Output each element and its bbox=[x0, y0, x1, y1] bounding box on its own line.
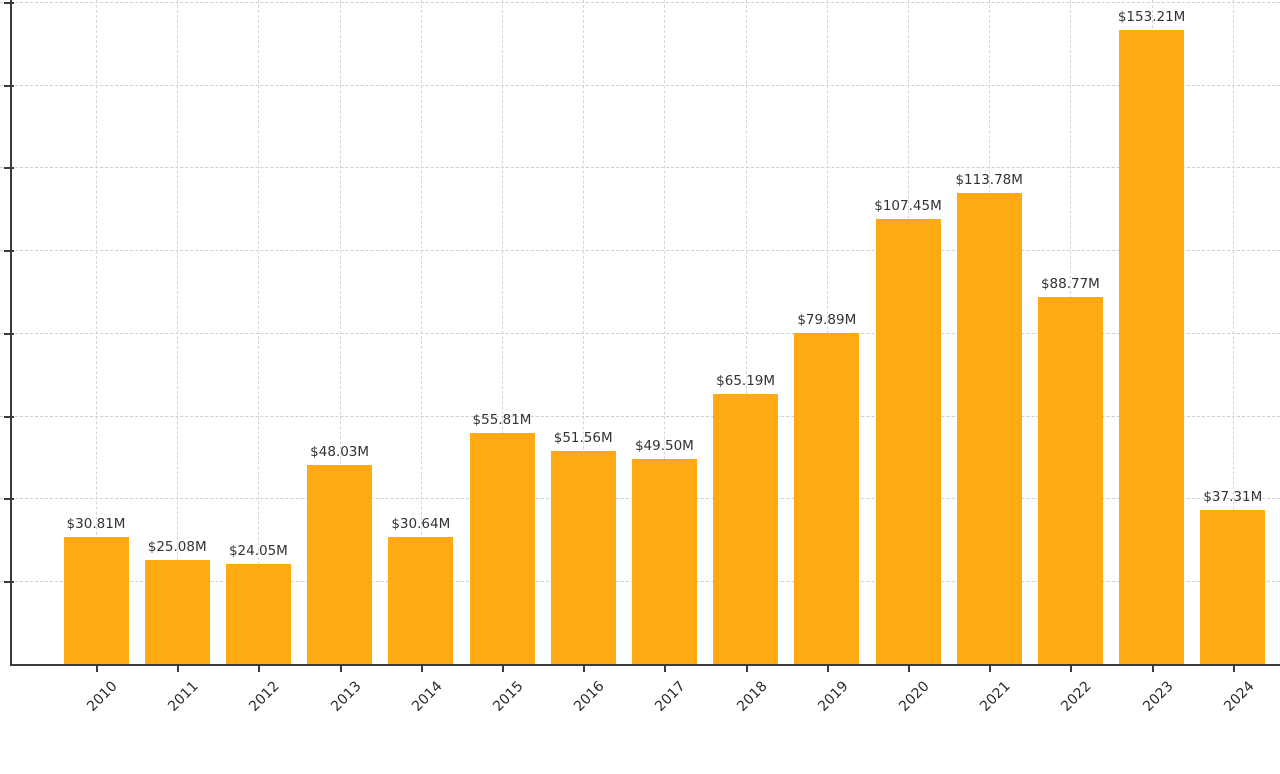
vertical-gridline bbox=[96, 0, 97, 665]
bar-value-label: $51.56M bbox=[553, 429, 613, 446]
x-axis-tick bbox=[1070, 664, 1073, 672]
horizontal-gridline bbox=[0, 1, 1280, 3]
x-axis-tick bbox=[420, 664, 423, 672]
x-axis-tick-label: 2020 bbox=[896, 678, 933, 715]
bar[interactable] bbox=[1200, 509, 1266, 664]
bar[interactable] bbox=[307, 465, 373, 664]
x-axis-tick bbox=[96, 664, 98, 672]
bar[interactable] bbox=[63, 536, 129, 664]
x-axis-tick bbox=[664, 664, 667, 672]
bar-value-label: $24.05M bbox=[228, 543, 288, 560]
x-axis-tick bbox=[502, 664, 504, 672]
bar-value-label: $30.64M bbox=[391, 516, 451, 533]
horizontal-gridline bbox=[0, 250, 1280, 252]
vertical-gridline bbox=[339, 0, 341, 665]
x-axis-tick-label: 2023 bbox=[1139, 678, 1177, 715]
horizontal-gridline bbox=[0, 332, 1280, 334]
bar-value-label: $79.89M bbox=[797, 312, 857, 329]
bar[interactable] bbox=[713, 394, 779, 664]
x-axis-tick-label: 2017 bbox=[652, 678, 689, 715]
vertical-gridline bbox=[826, 0, 828, 665]
bar[interactable] bbox=[225, 564, 291, 664]
y-axis-tick bbox=[4, 332, 14, 335]
x-axis-tick-label: 2010 bbox=[84, 678, 121, 715]
plot-area bbox=[0, 0, 1280, 665]
vertical-gridline bbox=[258, 0, 260, 665]
x-axis-tick-label: 2021 bbox=[977, 678, 1014, 715]
x-axis-tick-label: 2013 bbox=[327, 678, 365, 715]
bar-chart: $30.81M $25.08M $24.05M $48.03M $30.64M $55.8… bbox=[0, 0, 1280, 715]
bar[interactable] bbox=[388, 537, 454, 664]
x-axis-tick bbox=[1151, 664, 1154, 672]
bar[interactable] bbox=[631, 459, 697, 664]
bar-value-label: $107.45M bbox=[874, 198, 942, 215]
vertical-gridline bbox=[745, 0, 747, 665]
x-axis-tick-label: 2019 bbox=[814, 678, 852, 715]
x-axis-spine bbox=[10, 664, 1280, 666]
x-axis-tick bbox=[583, 664, 586, 672]
vertical-gridline bbox=[664, 0, 666, 665]
y-axis-tick bbox=[4, 498, 14, 501]
bar[interactable] bbox=[875, 219, 941, 664]
bar-value-label: $153.21M bbox=[1117, 9, 1186, 26]
x-axis-tick bbox=[1232, 664, 1235, 672]
bar-value-label: $48.03M bbox=[310, 444, 370, 461]
y-axis-tick bbox=[4, 1, 14, 4]
y-axis-spine bbox=[10, 0, 12, 665]
x-axis-tick-label: 2016 bbox=[571, 678, 608, 715]
bar[interactable] bbox=[956, 193, 1022, 664]
x-axis-tick-label: 2014 bbox=[408, 678, 446, 715]
bar[interactable] bbox=[550, 450, 616, 664]
bar-value-label: $49.50M bbox=[634, 438, 694, 455]
x-axis-tick-label: 2018 bbox=[733, 678, 771, 715]
bar[interactable] bbox=[1037, 296, 1103, 664]
bar[interactable] bbox=[794, 333, 860, 664]
x-axis-tick bbox=[339, 664, 342, 672]
x-axis-tick-label: 2012 bbox=[246, 678, 283, 715]
bar-value-label: $55.81M bbox=[472, 412, 532, 429]
vertical-gridline bbox=[583, 0, 585, 665]
vertical-gridline bbox=[420, 0, 422, 665]
y-axis-tick bbox=[4, 415, 14, 418]
bar-value-label: $88.77M bbox=[1040, 275, 1100, 292]
x-axis-tick-label: 2022 bbox=[1058, 678, 1095, 715]
vertical-gridline bbox=[502, 0, 503, 665]
bar[interactable] bbox=[144, 560, 210, 664]
bar[interactable] bbox=[1119, 30, 1185, 664]
horizontal-gridline bbox=[0, 415, 1280, 417]
x-axis-tick bbox=[908, 664, 910, 672]
horizontal-gridline bbox=[0, 84, 1280, 86]
x-axis-tick-label: 2011 bbox=[165, 678, 202, 715]
y-axis-tick bbox=[4, 250, 14, 253]
x-axis-tick bbox=[258, 664, 261, 672]
x-axis-tick bbox=[826, 664, 829, 672]
horizontal-gridline bbox=[0, 167, 1280, 169]
bar-value-label: $25.08M bbox=[147, 539, 207, 556]
x-axis-tick-label: 2015 bbox=[490, 678, 527, 715]
bar-value-label: $65.19M bbox=[716, 373, 776, 390]
vertical-gridline bbox=[1232, 0, 1234, 665]
vertical-gridline bbox=[177, 0, 179, 665]
x-axis-tick bbox=[745, 664, 748, 672]
y-axis-tick bbox=[4, 581, 14, 584]
x-axis-tick-label: 2024 bbox=[1220, 678, 1258, 715]
bar-value-label: $113.78M bbox=[955, 172, 1023, 189]
x-axis-tick bbox=[177, 664, 180, 672]
bar-value-label: $37.31M bbox=[1203, 488, 1263, 505]
x-axis-tick bbox=[989, 664, 992, 672]
bar-value-label: $30.81M bbox=[66, 515, 126, 532]
y-axis-tick bbox=[4, 84, 14, 87]
bar[interactable] bbox=[469, 433, 535, 664]
y-axis-tick bbox=[4, 167, 14, 170]
